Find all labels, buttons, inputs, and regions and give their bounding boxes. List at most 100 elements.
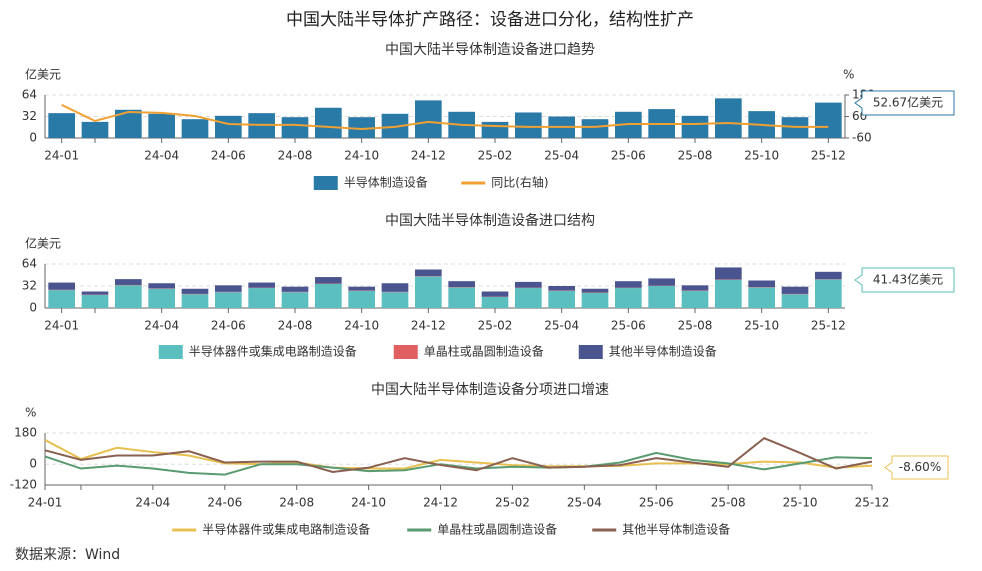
bar [515, 112, 542, 138]
bar-segment [115, 279, 142, 285]
x-tick-label: 25-02 [478, 149, 513, 163]
x-tick-label: 25-10 [744, 149, 779, 163]
y-tick-label: 64 [22, 88, 37, 102]
x-tick-label: 25-06 [611, 149, 646, 163]
bar-segment [815, 279, 842, 308]
y-tick-label: 180 [14, 426, 37, 440]
y2-tick-label: -60 [852, 131, 872, 145]
x-tick-label: 25-04 [567, 496, 602, 510]
x-tick-label: 24-01 [28, 496, 63, 510]
bar-segment [181, 294, 209, 308]
legend-swatch [393, 345, 418, 359]
x-tick-label: 24-10 [344, 149, 379, 163]
legend-label: 半导体制造设备 [344, 176, 428, 190]
bar [315, 107, 342, 138]
chart-title: 中国大陆半导体制造设备分项进口增速 [371, 381, 609, 398]
legend-label: 半导体器件或集成电路制造设备 [202, 522, 370, 537]
x-tick-label: 24-12 [411, 319, 446, 333]
bar-segment [748, 280, 775, 288]
bar-segment [815, 271, 842, 280]
bar [481, 121, 509, 138]
bar [215, 115, 242, 138]
bar-segment [148, 283, 175, 289]
y-axis-label: % [25, 406, 36, 420]
bar [348, 117, 375, 138]
bar [715, 98, 742, 138]
x-tick-label: 25-12 [855, 496, 890, 510]
bar-segment [715, 267, 742, 280]
bar-segment [215, 292, 242, 308]
x-tick-label: 24-04 [144, 319, 179, 333]
bar-segment [515, 288, 542, 308]
legend-label: 同比(右轴) [491, 175, 548, 190]
x-tick-label: 25-04 [544, 319, 579, 333]
bar-segment [315, 277, 342, 284]
y-tick-label: -120 [10, 478, 37, 492]
bar-segment [448, 281, 475, 288]
bar-segment [581, 288, 609, 293]
y-tick-label: 64 [22, 257, 37, 271]
bar-segment [381, 283, 409, 292]
bar [81, 121, 109, 138]
bar-segment [448, 287, 475, 308]
bar-segment [715, 279, 742, 308]
callout-text: 41.43亿美元 [873, 272, 943, 287]
x-tick-label: 24-04 [144, 149, 179, 163]
callout-box [854, 90, 955, 116]
bar-segment [48, 282, 75, 290]
bar-segment [115, 285, 142, 308]
chart-title: 中国大陆半导体制造设备进口趋势 [385, 41, 595, 58]
y-axis-label: 亿美元 [25, 236, 61, 251]
bar-segment [615, 288, 642, 308]
legend-label: 其他半导体制造设备 [622, 523, 730, 537]
callout-text: 52.67亿美元 [873, 95, 943, 110]
bar-segment [648, 286, 675, 308]
x-tick-label: 24-10 [344, 319, 379, 333]
y-tick-label: 0 [29, 131, 37, 145]
x-tick-label: 25-08 [678, 149, 713, 163]
bar-segment [781, 286, 809, 294]
line [44, 437, 873, 474]
y-tick-label: 32 [22, 109, 37, 123]
bar-segment [281, 286, 309, 292]
bar-segment [348, 290, 375, 308]
legend-swatch [313, 176, 338, 190]
y-axis-label: 亿美元 [25, 67, 61, 82]
bar-segment [381, 292, 409, 308]
legend-swatch [158, 345, 183, 359]
x-tick-label: 24-08 [278, 149, 313, 163]
x-tick-label: 25-02 [495, 496, 530, 510]
bar-segment [681, 285, 709, 291]
x-tick-label: 25-12 [811, 319, 846, 333]
bar-segment [481, 291, 509, 297]
bar-segment [515, 281, 542, 288]
bar-segment [748, 287, 775, 308]
callout-box [884, 455, 949, 480]
legend-swatch [578, 345, 603, 359]
bar [181, 119, 209, 138]
bar-segment [648, 278, 675, 286]
x-tick-label: 24-08 [278, 319, 313, 333]
x-tick-label: 24-04 [135, 496, 170, 510]
bar-segment [681, 290, 709, 308]
legend-label: 单晶柱或晶圆制造设备 [424, 344, 544, 359]
source: 数据来源：Wind [15, 547, 120, 563]
x-tick-label: 25-10 [744, 319, 779, 333]
x-tick-label: 24-10 [351, 496, 386, 510]
bar [815, 102, 842, 138]
bar [415, 100, 442, 138]
chart-title: 中国大陆半导体制造设备进口结构 [385, 212, 595, 229]
x-tick-label: 24-12 [423, 496, 458, 510]
y2-axis-label: % [843, 68, 854, 82]
bar-segment [781, 294, 809, 308]
bar [581, 119, 609, 138]
x-tick-label: 24-06 [207, 496, 242, 510]
x-tick-label: 25-06 [611, 319, 646, 333]
bar-segment [48, 290, 75, 308]
bar-segment [248, 282, 275, 288]
bar [48, 113, 75, 138]
legend-label: 单晶柱或晶圆制造设备 [437, 522, 557, 537]
x-tick-label: 25-08 [711, 496, 746, 510]
bar-segment [281, 292, 309, 308]
